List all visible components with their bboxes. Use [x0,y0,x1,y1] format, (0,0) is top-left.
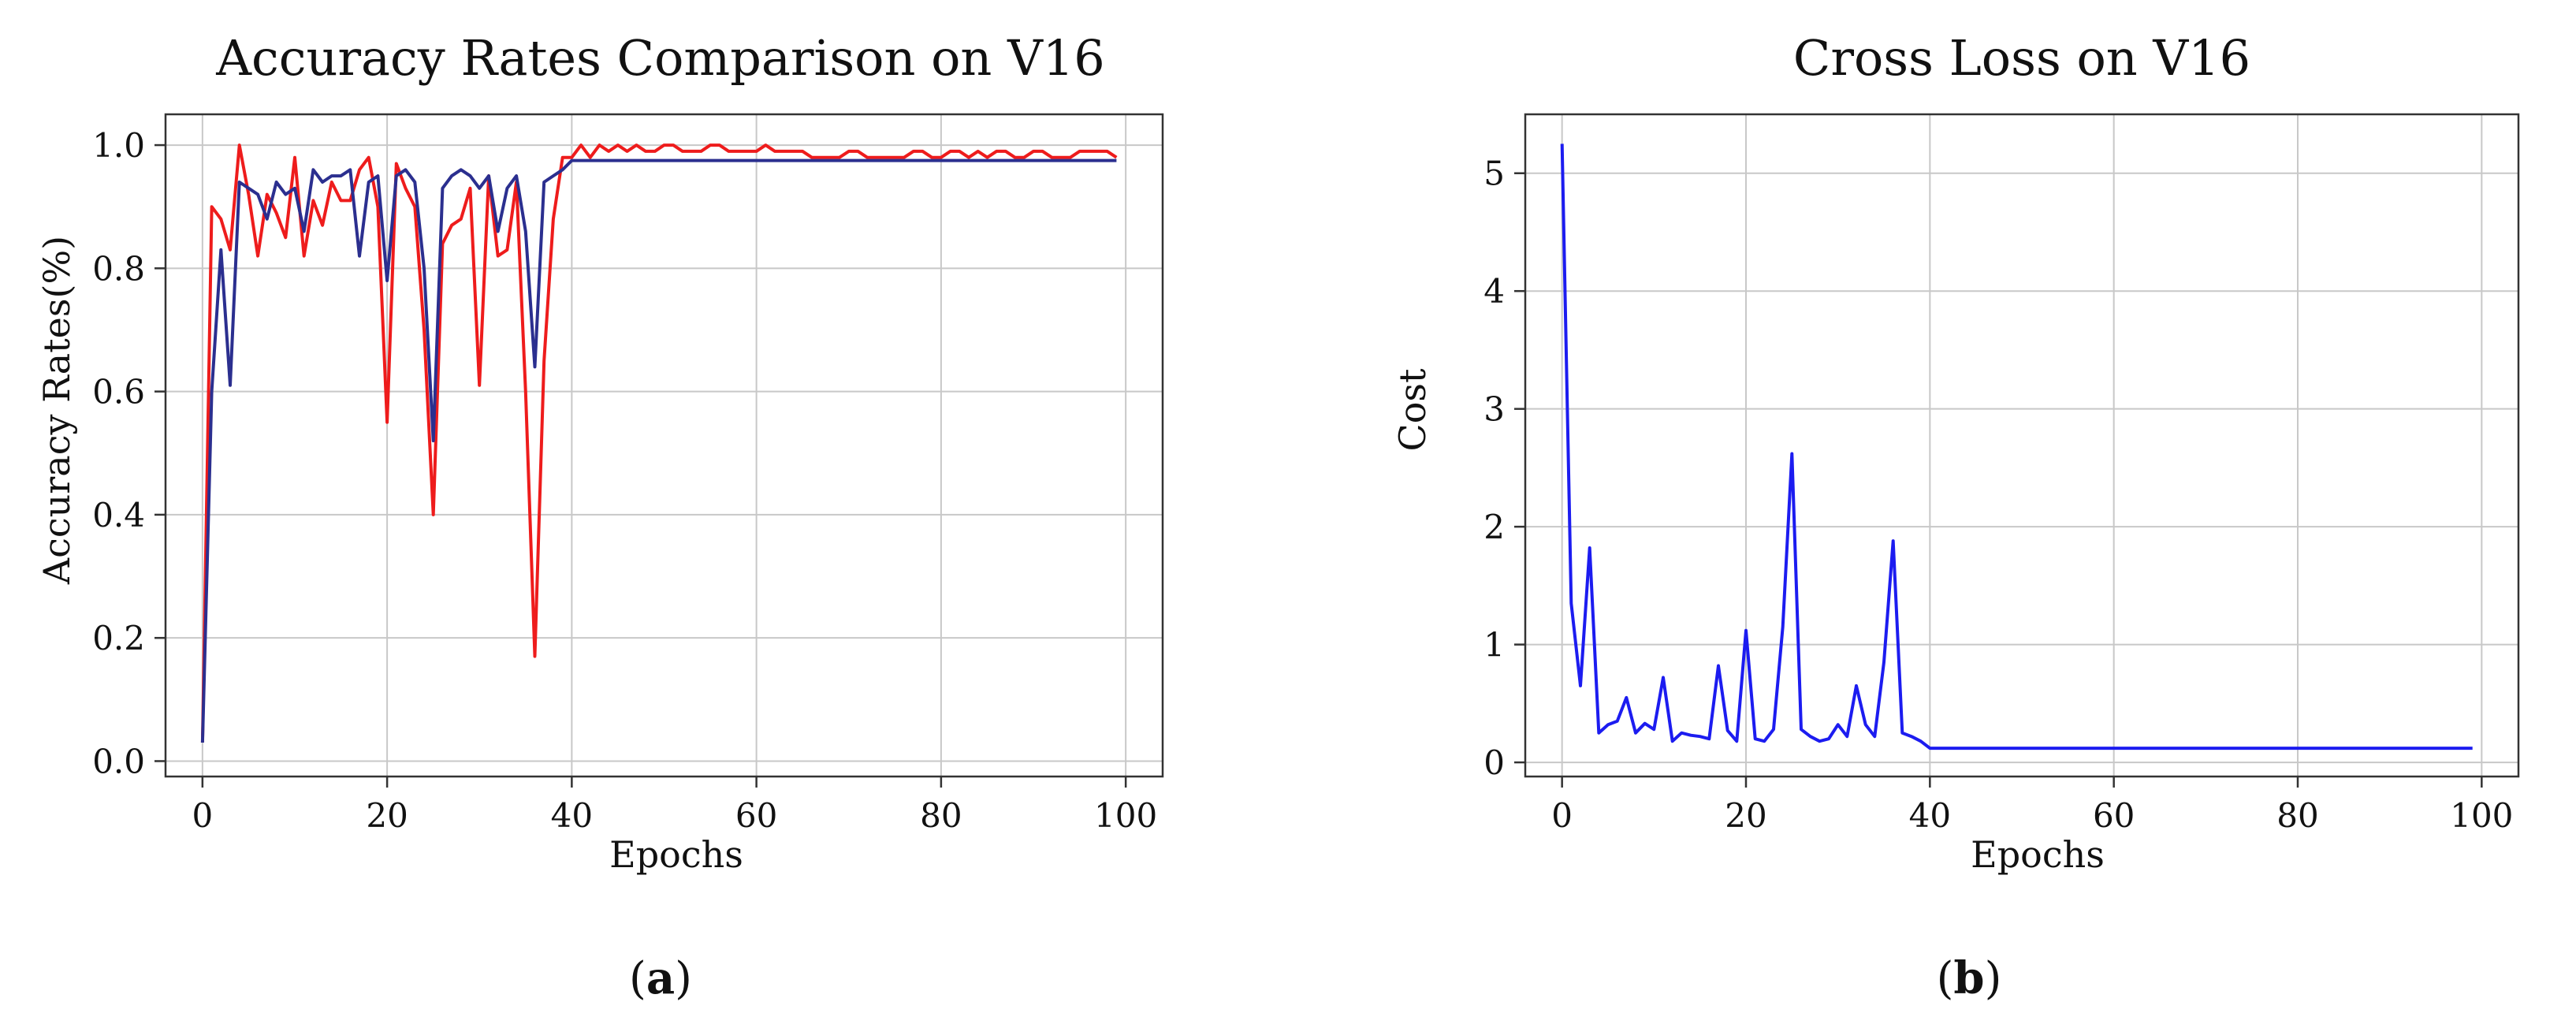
loss-y-tick-label: 5 [1483,155,1505,193]
loss-y-axis-label: Cost [1391,368,1434,451]
loss-plot-frame [1524,113,2520,778]
accuracy-x-tick-label: 0 [192,796,213,835]
accuracy-ticks: 0 20 40 60 80 100 0.0 0.2 0.4 0.6 0.8 1.0 [92,126,1157,835]
loss-series-group [1560,143,2473,751]
accuracy-grid [166,114,1163,777]
accuracy-y-tick-label: 0.0 [92,742,145,780]
accuracy-plot-frame [164,113,1164,778]
accuracy-caption: (a) [629,952,692,1004]
loss-x-axis-label: Epochs [1971,833,2105,876]
loss-x-tick-label: 60 [2093,796,2135,835]
loss-y-tick-label: 1 [1483,626,1505,665]
loss-y-tick-label: 4 [1483,272,1505,311]
loss-x-tick-label: 80 [2276,796,2318,835]
loss-caption-letter: b [1953,952,1984,1004]
loss-ticks: 0 20 40 60 80 100 0 1 2 3 4 5 [1483,155,2513,835]
accuracy-chart-title: Accuracy Rates Comparison on V16 [215,29,1105,87]
loss-x-tick-label: 0 [1551,796,1573,835]
loss-chart-title: Cross Loss on V16 [1793,29,2250,87]
loss-caption: (b) [1937,952,2002,1004]
accuracy-x-tick-label: 20 [366,796,408,835]
accuracy-x-tick-label: 60 [735,796,777,835]
accuracy-series-group [200,143,1118,743]
accuracy-y-tick-label: 0.8 [92,249,145,288]
loss-y-tick-label: 3 [1483,390,1505,429]
loss-x-tick-label: 100 [2450,796,2513,835]
accuracy-caption-letter: a [646,952,675,1004]
accuracy-y-tick-label: 0.6 [92,373,145,412]
loss-y-tick-label: 0 [1483,743,1505,782]
accuracy-y-tick-label: 0.4 [92,496,145,534]
accuracy-x-tick-label: 100 [1094,796,1157,835]
loss-x-tick-label: 20 [1725,796,1766,835]
accuracy-x-tick-label: 80 [920,796,962,835]
loss-y-tick-label: 2 [1483,508,1505,546]
accuracy-x-tick-label: 40 [551,796,593,835]
loss-series-line-1 [1560,143,2473,751]
accuracy-x-axis-label: Epochs [609,833,743,876]
accuracy-series-line-2 [200,158,1117,743]
accuracy-chart-panel: Accuracy Rates Comparison on V16 0 20 40 60… [35,29,1164,1004]
accuracy-series-line-1 [200,143,1118,743]
accuracy-y-tick-label: 1.0 [92,126,145,165]
loss-grid [1525,114,2518,777]
loss-chart-panel: Cross Loss on V16 0 20 40 60 80 100 0 1 2 3 4 5 Epo… [1391,29,2520,1004]
loss-x-tick-label: 40 [1909,796,1951,835]
accuracy-y-axis-label: Accuracy Rates(%) [35,236,78,585]
accuracy-y-tick-label: 0.2 [92,619,145,657]
